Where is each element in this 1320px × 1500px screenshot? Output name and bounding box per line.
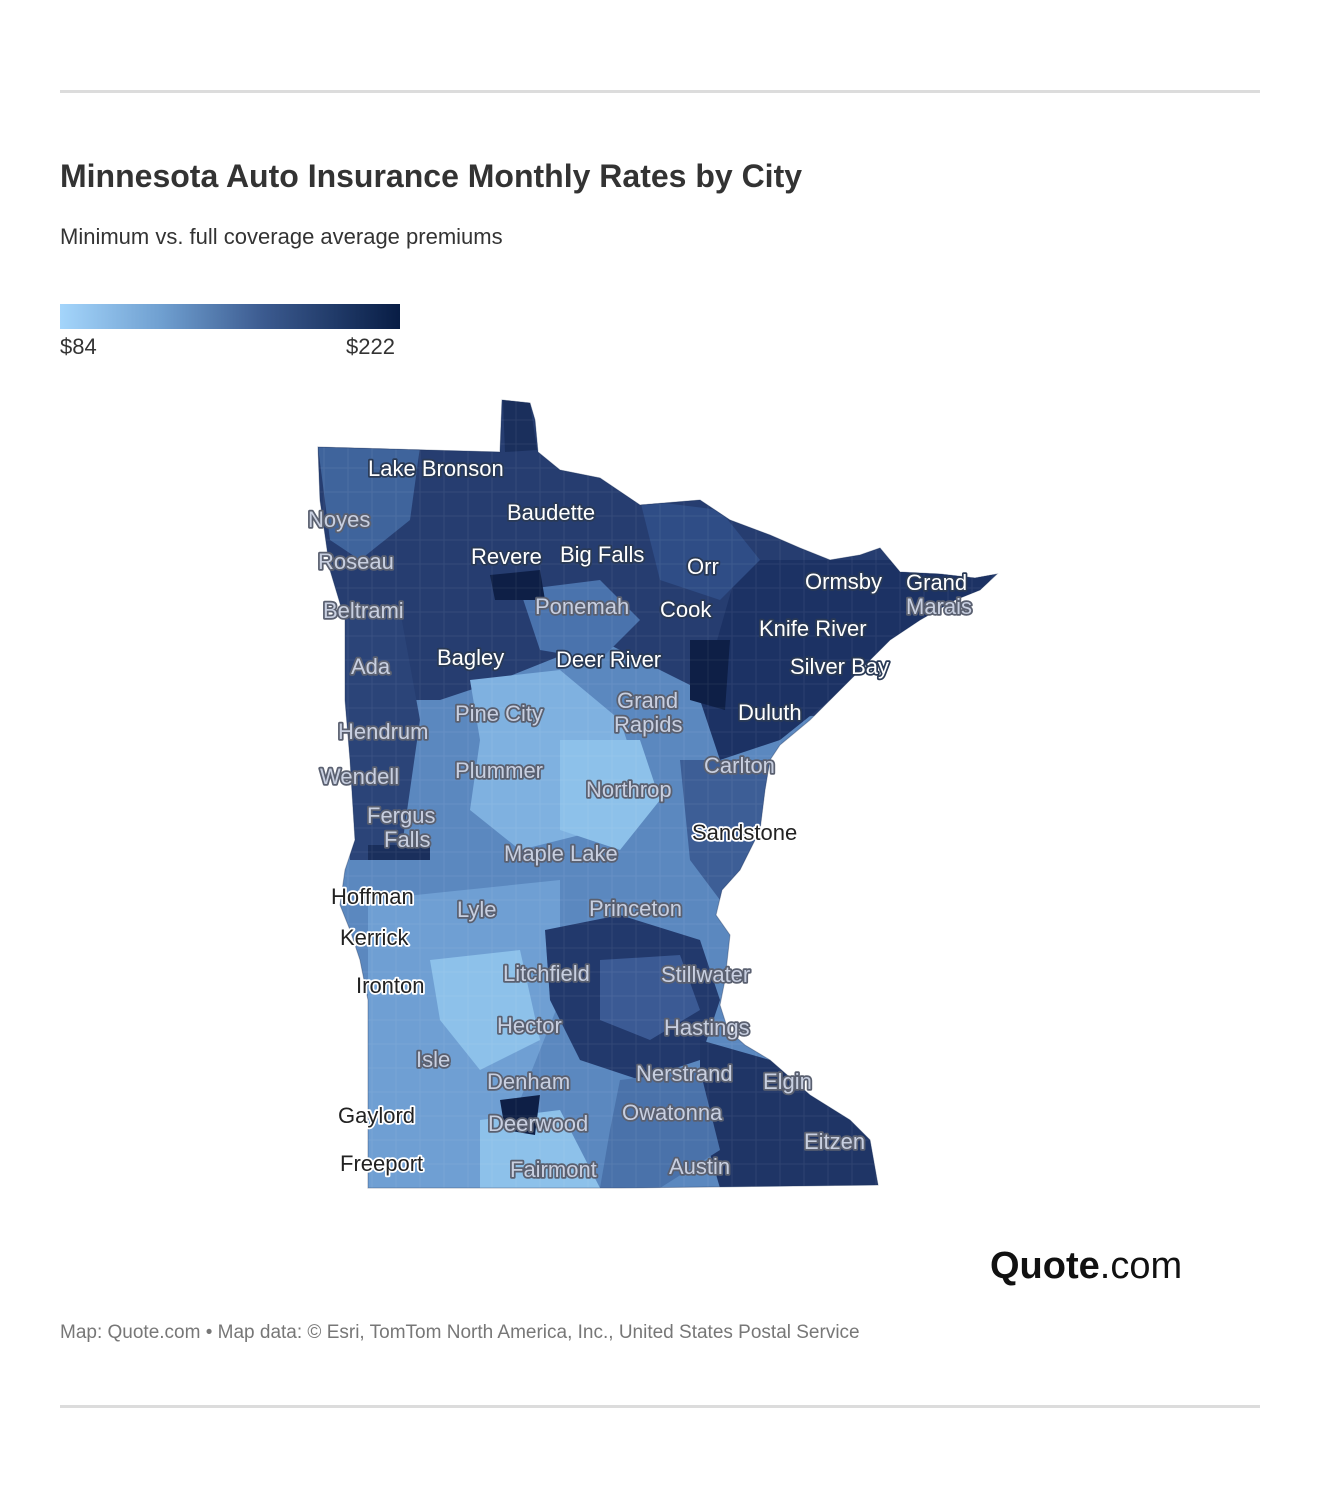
city-label: Ponemah <box>535 594 629 619</box>
city-label: Austin <box>669 1154 730 1179</box>
city-label: Litchfield <box>503 961 590 986</box>
city-label-two-line: Grand Rapids <box>614 688 684 737</box>
city-label: Princeton <box>589 896 682 921</box>
city-label-line-1: Grand <box>617 688 678 713</box>
city-label: Deer River <box>556 647 661 672</box>
city-label: Wendell <box>320 764 399 789</box>
city-label: Noyes <box>308 507 370 532</box>
minnesota-outline <box>317 399 999 1189</box>
city-label: Duluth <box>738 700 802 725</box>
city-label: Nerstrand <box>636 1061 733 1086</box>
city-label: Kerrick <box>340 925 409 950</box>
city-label: Eitzen <box>804 1129 865 1154</box>
city-label: Revere <box>471 544 542 569</box>
city-label: Denham <box>487 1069 570 1094</box>
city-label: Lyle <box>457 897 497 922</box>
logo-part-1: Quote <box>990 1245 1100 1287</box>
bottom-divider <box>60 1405 1260 1408</box>
city-label: Isle <box>416 1047 450 1072</box>
legend-gradient-bar <box>60 304 400 329</box>
city-label: Sandstone <box>692 820 797 845</box>
legend-min-label: $84 <box>60 334 97 359</box>
city-label-line-2: Marais <box>906 594 972 619</box>
city-label: Northrop <box>586 777 672 802</box>
city-label: Hastings <box>664 1015 750 1040</box>
city-label: Ada <box>351 654 391 679</box>
city-label-line-1: Fergus <box>367 803 435 828</box>
legend-max-label: $222 <box>346 334 395 359</box>
logo-part-2: .com <box>1099 1245 1183 1287</box>
city-label: Knife River <box>759 616 867 641</box>
city-label: Plummer <box>455 758 543 783</box>
city-label: Maple Lake <box>504 841 618 866</box>
city-label: Gaylord <box>338 1103 415 1128</box>
city-label: Stillwater <box>661 962 750 987</box>
city-label: Beltrami <box>323 598 404 623</box>
city-label: Freeport <box>340 1151 423 1176</box>
city-label: Pine City <box>455 701 543 726</box>
city-label-two-line: Fergus Falls <box>367 803 442 852</box>
city-label-two-line: Grand Marais <box>906 570 973 619</box>
city-label: Deerwood <box>488 1111 588 1136</box>
city-label: Lake Bronson <box>368 456 504 481</box>
map-credits: Map: Quote.com • Map data: © Esri, TomTo… <box>60 1322 860 1343</box>
city-label: Hector <box>497 1013 562 1038</box>
top-divider <box>60 90 1260 93</box>
city-label: Elgin <box>763 1069 812 1094</box>
map-subtitle: Minimum vs. full coverage average premiu… <box>60 224 503 249</box>
city-label-line-2: Falls <box>384 827 430 852</box>
city-label: Silver Bay <box>790 654 889 679</box>
city-label: Carlton <box>704 753 775 778</box>
city-label: Big Falls <box>560 542 644 567</box>
city-label: Cook <box>660 597 712 622</box>
quote-com-logo: Quote.com <box>990 1245 1182 1288</box>
city-label: Roseau <box>318 549 394 574</box>
city-label-line-2: Rapids <box>614 712 682 737</box>
city-labels: Lake Bronson Baudette Noyes Roseau Rever… <box>306 454 974 1184</box>
city-label: Hoffman <box>331 884 414 909</box>
city-label: Ormsby <box>805 569 882 594</box>
city-label: Hendrum <box>338 719 428 744</box>
city-label: Baudette <box>507 500 595 525</box>
minnesota-map: Lake Bronson Baudette Noyes Roseau Rever… <box>300 395 1020 1205</box>
map-title: Minnesota Auto Insurance Monthly Rates b… <box>60 158 803 194</box>
city-label: Fairmont <box>510 1157 597 1182</box>
city-label: Owatonna <box>622 1100 723 1125</box>
city-label: Ironton <box>356 973 425 998</box>
city-label: Bagley <box>437 645 504 670</box>
city-label-line-1: Grand <box>906 570 967 595</box>
rate-regions <box>318 400 997 1188</box>
city-label: Orr <box>687 554 719 579</box>
